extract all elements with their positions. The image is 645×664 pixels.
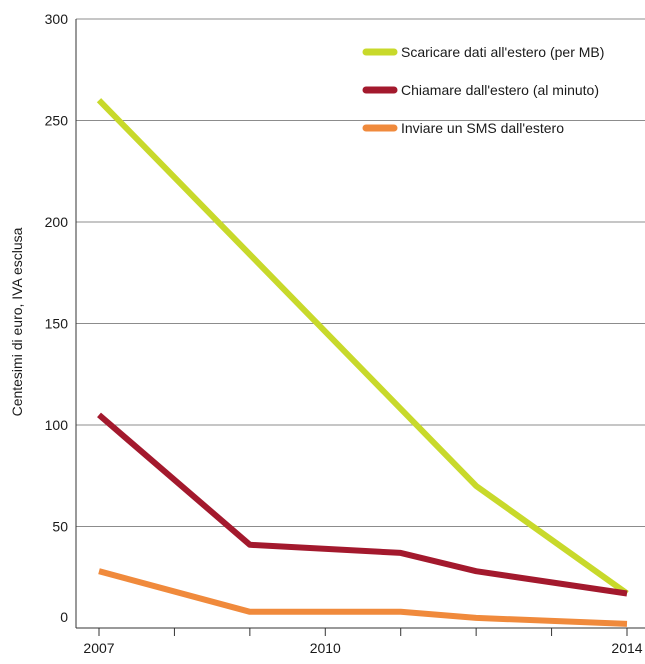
y-tick-label: 150	[45, 316, 69, 332]
x-tick-label: 2007	[83, 640, 114, 656]
legend-label: Scaricare dati all'estero (per MB)	[401, 44, 604, 60]
y-tick-label: 200	[45, 214, 69, 230]
legend: Scaricare dati all'estero (per MB) Chiama…	[362, 44, 604, 136]
legend-label: Chiamare dall'estero (al minuto)	[401, 82, 599, 98]
series-line-1	[96, 98, 629, 596]
legend-label: Inviare un SMS dall'estero	[401, 120, 564, 136]
series-lines	[96, 98, 629, 627]
y-tick-label: 250	[45, 113, 69, 129]
axes: 0 50 100 150 200 250 300 2007 2010 2014	[45, 11, 645, 656]
x-tick-label: 2014	[611, 640, 642, 656]
y-tick-label: 0	[60, 609, 68, 625]
y-tick-label: 100	[45, 417, 69, 433]
y-tick-label: 50	[52, 519, 68, 535]
y-tick-label: 300	[45, 11, 69, 27]
series-line-3	[98, 568, 628, 627]
x-tick-label: 2010	[310, 640, 341, 656]
y-axis-title: Centesimi di euro, IVA esclusa	[9, 227, 25, 416]
grid-lines	[76, 18, 645, 527]
series-line-2	[97, 412, 628, 597]
